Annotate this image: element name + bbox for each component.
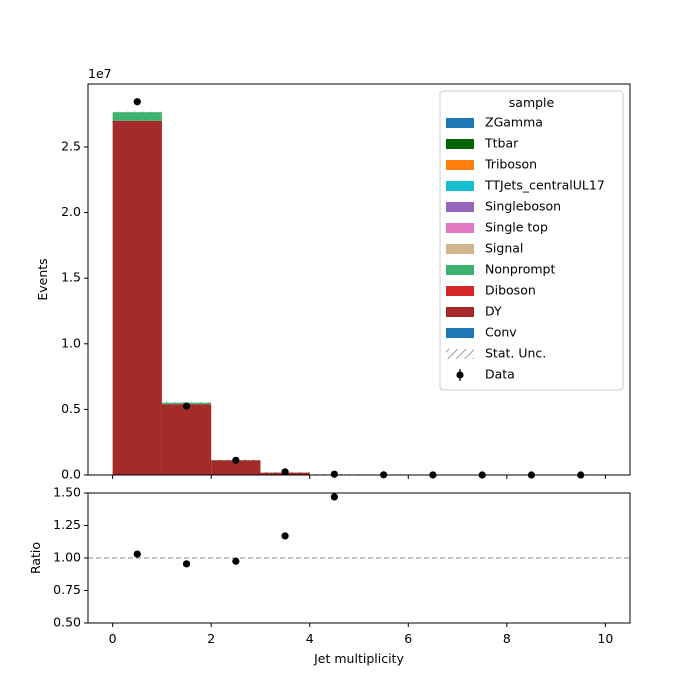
legend-label: Signal <box>485 241 523 256</box>
x-tick-label: 8 <box>503 631 511 646</box>
ratio-y-tick-label: 0.75 <box>53 582 81 597</box>
data-point <box>133 98 141 106</box>
legend-swatch <box>446 244 474 254</box>
legend-label: Single top <box>485 220 548 235</box>
legend-marker <box>456 371 464 379</box>
legend-label: TTJets_centralUL17 <box>484 178 605 193</box>
y-axis-label: Events <box>35 258 50 300</box>
legend-label: Conv <box>485 325 517 340</box>
ratio-y-tick-label: 0.50 <box>53 615 81 630</box>
x-tick-label: 10 <box>597 631 613 646</box>
data-point <box>232 456 240 464</box>
y-tick-label: 1.0 <box>61 335 81 350</box>
legend-label: ZGamma <box>485 115 543 130</box>
legend-swatch <box>446 328 474 338</box>
data-point <box>281 468 289 476</box>
legend-swatch <box>446 286 474 296</box>
x-axis-label: Jet multiplicity <box>313 651 404 666</box>
legend-swatch-hatch <box>446 349 474 359</box>
y-tick-label: 0.5 <box>61 401 81 416</box>
main-plot-frame <box>87 83 631 476</box>
x-tick-label: 4 <box>306 631 314 646</box>
legend-swatch <box>446 202 474 212</box>
y-tick-label: 1.5 <box>61 270 81 285</box>
ratio-point <box>281 532 289 540</box>
ratio-y-tick-label: 1.50 <box>53 485 81 500</box>
stat-unc-band <box>112 111 162 113</box>
legend-swatch <box>446 307 474 317</box>
y-tick-label: 0.0 <box>61 467 81 482</box>
data-point <box>182 402 191 410</box>
bar-dy <box>211 460 261 475</box>
legend-title: sample <box>509 95 555 110</box>
ratio-axis-label: Ratio <box>28 542 43 574</box>
bar-nonprompt <box>112 112 162 121</box>
legend-swatch <box>446 181 474 191</box>
legend-swatch <box>446 118 474 128</box>
ratio-point <box>330 493 338 501</box>
y-offset-text: 1e7 <box>88 66 112 81</box>
legend-label: Nonprompt <box>485 262 555 277</box>
x-tick-label: 2 <box>207 631 215 646</box>
bar-dy <box>112 120 162 476</box>
ratio-point <box>232 557 240 565</box>
legend-box <box>439 90 624 391</box>
ratio-y-tick-label: 1.00 <box>53 550 81 565</box>
legend-swatch <box>446 223 474 233</box>
data-point <box>330 470 338 478</box>
y-tick-label: 2.5 <box>61 138 81 153</box>
legend-swatch <box>446 139 474 149</box>
legend-swatch <box>446 265 474 275</box>
ratio-y-tick-label: 1.25 <box>53 517 81 532</box>
y-tick-label: 2.0 <box>61 204 81 219</box>
legend-swatch <box>446 160 474 170</box>
legend-label: Stat. Unc. <box>485 346 546 361</box>
x-tick-label: 0 <box>109 631 117 646</box>
legend-label: Triboson <box>484 157 537 172</box>
ratio-point <box>182 560 191 568</box>
legend-label: Diboson <box>485 283 536 298</box>
legend-label: Data <box>485 367 515 382</box>
legend-label: DY <box>485 304 502 319</box>
bar-dy <box>161 404 212 475</box>
x-tick-label: 6 <box>404 631 412 646</box>
legend-label: Ttbar <box>484 136 519 151</box>
legend-label: Singleboson <box>485 199 561 214</box>
ratio-point <box>133 550 141 558</box>
